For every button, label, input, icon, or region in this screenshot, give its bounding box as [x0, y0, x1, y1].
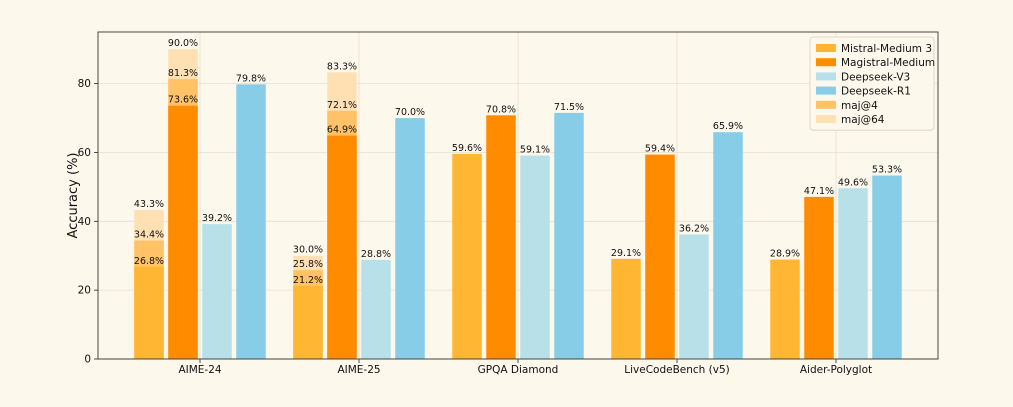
legend-swatch-maj-64	[816, 115, 836, 123]
legend-entry-maj-64: maj@64	[841, 114, 885, 126]
data-label-mistral-medium-3-aime-25: 21.2%	[293, 275, 323, 286]
data-label-maj-4-magistral-medium-aime-25: 72.1%	[327, 100, 357, 111]
data-label-maj-4-mistral-medium-3-aime-25: 25.8%	[293, 259, 323, 270]
bar-magistral-medium-livecodebench-v5	[645, 154, 675, 359]
bar-deepseek-r1-aime-25	[395, 118, 425, 359]
bar-magistral-medium-gpqa-diamond	[486, 115, 516, 359]
x-tick-label-aime-24: AIME-24	[178, 364, 221, 376]
legend-entry-maj-4: maj@4	[841, 100, 878, 112]
data-label-deepseek-v3-aider-polyglot: 49.6%	[838, 177, 868, 188]
y-tick-label: 0	[84, 354, 91, 366]
legend-swatch-mistral-medium-3	[816, 44, 836, 52]
y-tick-label: 80	[78, 78, 91, 90]
x-tick-label-aime-25: AIME-25	[337, 364, 380, 376]
bar-deepseek-r1-aider-polyglot	[872, 175, 902, 359]
legend-swatch-magistral-medium	[816, 58, 836, 67]
data-label-maj-64-magistral-medium-aime-25: 83.3%	[327, 61, 357, 72]
data-label-mistral-medium-3-aime-24: 26.8%	[134, 256, 164, 267]
bar-deepseek-v3-aider-polyglot	[838, 188, 868, 359]
bar-deepseek-v3-livecodebench-v5	[679, 234, 709, 359]
data-label-deepseek-r1-aime-25: 70.0%	[395, 107, 425, 118]
bar-deepseek-v3-aime-25	[361, 259, 391, 359]
data-label-deepseek-r1-livecodebench-v5: 65.9%	[713, 121, 743, 132]
x-tick-label-livecodebench-v5: LiveCodeBench (v5)	[624, 364, 730, 376]
data-label-maj-64-mistral-medium-3-aime-25: 30.0%	[293, 245, 323, 256]
data-label-magistral-medium-aider-polyglot: 47.1%	[804, 186, 834, 197]
data-label-mistral-medium-3-gpqa-diamond: 59.6%	[452, 143, 482, 154]
data-label-mistral-medium-3-livecodebench-v5: 29.1%	[611, 248, 641, 259]
data-label-magistral-medium-livecodebench-v5: 59.4%	[645, 144, 675, 155]
y-axis-title: Accuracy (%)	[66, 153, 81, 239]
data-label-mistral-medium-3-aider-polyglot: 28.9%	[770, 249, 800, 260]
bar-deepseek-v3-gpqa-diamond	[520, 155, 550, 359]
data-label-magistral-medium-gpqa-diamond: 70.8%	[486, 104, 516, 115]
bar-mistral-medium-3-aime-24	[134, 266, 164, 359]
y-tick-label: 60	[78, 147, 91, 159]
bar-mistral-medium-3-gpqa-diamond	[452, 153, 482, 359]
data-label-maj-64-magistral-medium-aime-24: 90.0%	[168, 38, 198, 49]
legend-swatch-deepseek-r1	[816, 86, 836, 95]
legend-box	[809, 36, 935, 131]
data-label-deepseek-r1-gpqa-diamond: 71.5%	[554, 102, 584, 113]
x-tick-label-aider-polyglot: Aider-Polyglot	[800, 364, 872, 376]
y-tick-label: 20	[78, 285, 91, 297]
x-tick-label-gpqa-diamond: GPQA Diamond	[478, 364, 559, 376]
data-label-deepseek-r1-aider-polyglot: 53.3%	[872, 165, 902, 176]
data-label-maj-4-mistral-medium-3-aime-24: 34.4%	[134, 230, 164, 241]
legend-entry-deepseek-r1: Deepseek-R1	[841, 86, 911, 98]
legend-swatch-deepseek-v3	[816, 72, 836, 81]
legend-entry-magistral-medium: Magistral-Medium	[841, 57, 935, 69]
data-label-deepseek-v3-aime-24: 39.2%	[202, 213, 232, 224]
bar-deepseek-v3-aime-24	[202, 224, 232, 359]
bar-deepseek-r1-aime-24	[236, 84, 266, 359]
bar-mistral-medium-3-livecodebench-v5	[611, 258, 641, 359]
data-label-magistral-medium-aime-24: 73.6%	[168, 95, 198, 106]
y-tick-label: 40	[78, 216, 91, 228]
bar-magistral-medium-aime-24	[168, 105, 198, 360]
legend-entry-deepseek-v3: Deepseek-V3	[841, 71, 910, 83]
bar-magistral-medium-aider-polyglot	[804, 196, 834, 359]
data-label-deepseek-r1-aime-24: 79.8%	[236, 73, 266, 84]
bar-mistral-medium-3-aime-25	[293, 286, 323, 359]
data-label-deepseek-v3-livecodebench-v5: 36.2%	[679, 223, 709, 234]
legend-entry-mistral-medium-3: Mistral-Medium 3	[841, 43, 932, 55]
data-label-deepseek-v3-aime-25: 28.8%	[361, 249, 391, 260]
bar-mistral-medium-3-aider-polyglot	[770, 259, 800, 359]
bar-magistral-medium-aime-25	[327, 135, 357, 359]
legend-swatch-maj-4	[816, 100, 836, 109]
plot-frame	[97, 31, 939, 360]
bar-deepseek-r1-gpqa-diamond	[554, 112, 584, 360]
data-label-deepseek-v3-gpqa-diamond: 59.1%	[520, 145, 550, 156]
data-label-maj-64-mistral-medium-3-aime-24: 43.3%	[134, 199, 164, 210]
bar-deepseek-r1-livecodebench-v5	[713, 132, 743, 359]
data-label-magistral-medium-aime-25: 64.9%	[327, 125, 357, 136]
data-label-maj-4-magistral-medium-aime-24: 81.3%	[168, 68, 198, 79]
